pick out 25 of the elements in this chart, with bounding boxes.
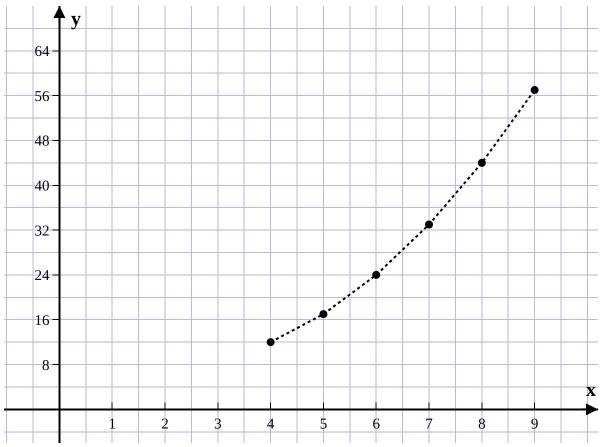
- y-tick-label: 56: [34, 88, 50, 105]
- y-tick-label: 32: [34, 223, 50, 240]
- y-tick-label: 64: [34, 44, 50, 60]
- y-tick-label: 24: [34, 268, 50, 284]
- y-axis-title: y: [71, 8, 81, 30]
- x-axis-title: x: [586, 379, 596, 401]
- y-tick-label: 48: [34, 134, 50, 150]
- x-tick-label: 4: [266, 416, 275, 432]
- x-tick-label: 3: [214, 416, 222, 432]
- point: [372, 270, 380, 279]
- y-tick-label: 40: [34, 178, 50, 195]
- x-tick-label: 5: [320, 416, 328, 432]
- point: [425, 220, 434, 228]
- x-tick-label: 8: [478, 416, 486, 432]
- x-tick-label: 7: [425, 416, 434, 432]
- x-tick-label: 1: [108, 416, 116, 432]
- x-tick-label: 6: [372, 416, 380, 432]
- point: [319, 310, 328, 318]
- y-tick-label: 8: [42, 358, 50, 374]
- y-tick-label: 16: [34, 312, 50, 329]
- x-tick-label: 9: [530, 416, 538, 432]
- point: [478, 158, 486, 167]
- point: [530, 86, 539, 94]
- point: [266, 338, 275, 346]
- x-tick-label: 2: [161, 416, 169, 432]
